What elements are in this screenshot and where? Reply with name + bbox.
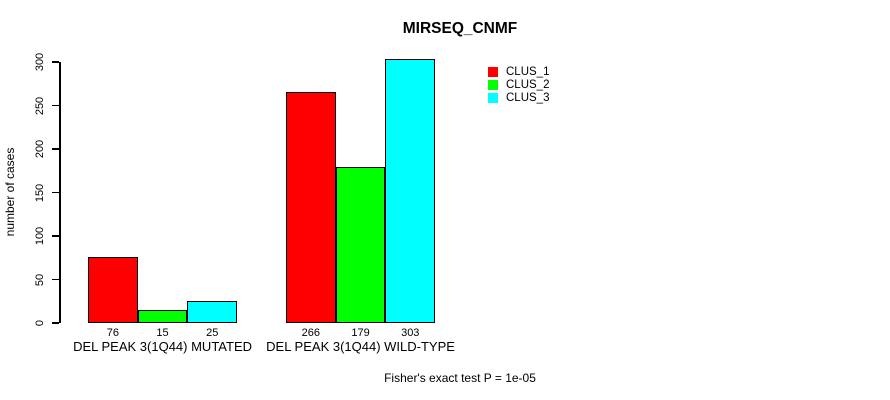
bar-value-label: 303 bbox=[401, 327, 420, 339]
legend-swatch-clus_3 bbox=[488, 92, 498, 103]
y-tick-label: 200 bbox=[34, 139, 46, 159]
bar-clus_3-group1 bbox=[187, 301, 238, 323]
y-tick bbox=[52, 61, 59, 63]
bar-value-label: 266 bbox=[301, 327, 321, 339]
bar-clus_3-group2 bbox=[385, 59, 436, 323]
y-axis-label: number of cases bbox=[3, 147, 17, 237]
y-axis-line bbox=[59, 62, 61, 323]
legend-swatch-clus_1 bbox=[488, 66, 498, 77]
y-tick bbox=[52, 104, 59, 107]
fisher-test-annotation: Fisher's exact test P = 1e-05 bbox=[384, 371, 536, 385]
legend-item: CLUS_3 bbox=[488, 91, 549, 104]
legend-item: CLUS_2 bbox=[488, 78, 549, 91]
category-label: DEL PEAK 3(1Q44) WILD-TYPE bbox=[266, 339, 455, 354]
y-tick bbox=[52, 148, 59, 150]
bar-clus_2-group2 bbox=[335, 167, 386, 323]
bar-clus_1-group2 bbox=[286, 91, 336, 323]
y-tick-label: 100 bbox=[34, 226, 46, 246]
bar-value-label: 25 bbox=[206, 327, 219, 339]
bar-clus_1-group1 bbox=[88, 256, 138, 323]
y-tick bbox=[52, 278, 59, 281]
y-tick-label: 150 bbox=[34, 183, 46, 202]
legend-label: CLUS_3 bbox=[506, 91, 550, 104]
y-tick-label: 50 bbox=[34, 273, 46, 286]
bar-value-label: 179 bbox=[351, 327, 370, 339]
legend: CLUS_1 CLUS_2 CLUS_3 bbox=[488, 65, 549, 104]
chart-title: MIRSEQ_CNMF bbox=[402, 20, 518, 37]
y-tick bbox=[52, 235, 59, 237]
y-tick bbox=[52, 322, 59, 324]
category-label: DEL PEAK 3(1Q44) MUTATED bbox=[73, 339, 253, 354]
y-tick-label: 0 bbox=[34, 319, 46, 327]
bar-value-label: 15 bbox=[156, 327, 169, 339]
legend-item: CLUS_1 bbox=[488, 65, 549, 78]
legend-swatch-clus_2 bbox=[488, 79, 498, 90]
y-tick-label: 250 bbox=[34, 96, 46, 115]
legend-label: CLUS_2 bbox=[506, 78, 550, 91]
bar-clus_2-group1 bbox=[137, 309, 188, 323]
y-tick-label: 300 bbox=[34, 52, 46, 72]
legend-label: CLUS_1 bbox=[506, 65, 550, 78]
bar-value-label: 76 bbox=[106, 327, 119, 339]
y-tick bbox=[52, 191, 59, 194]
